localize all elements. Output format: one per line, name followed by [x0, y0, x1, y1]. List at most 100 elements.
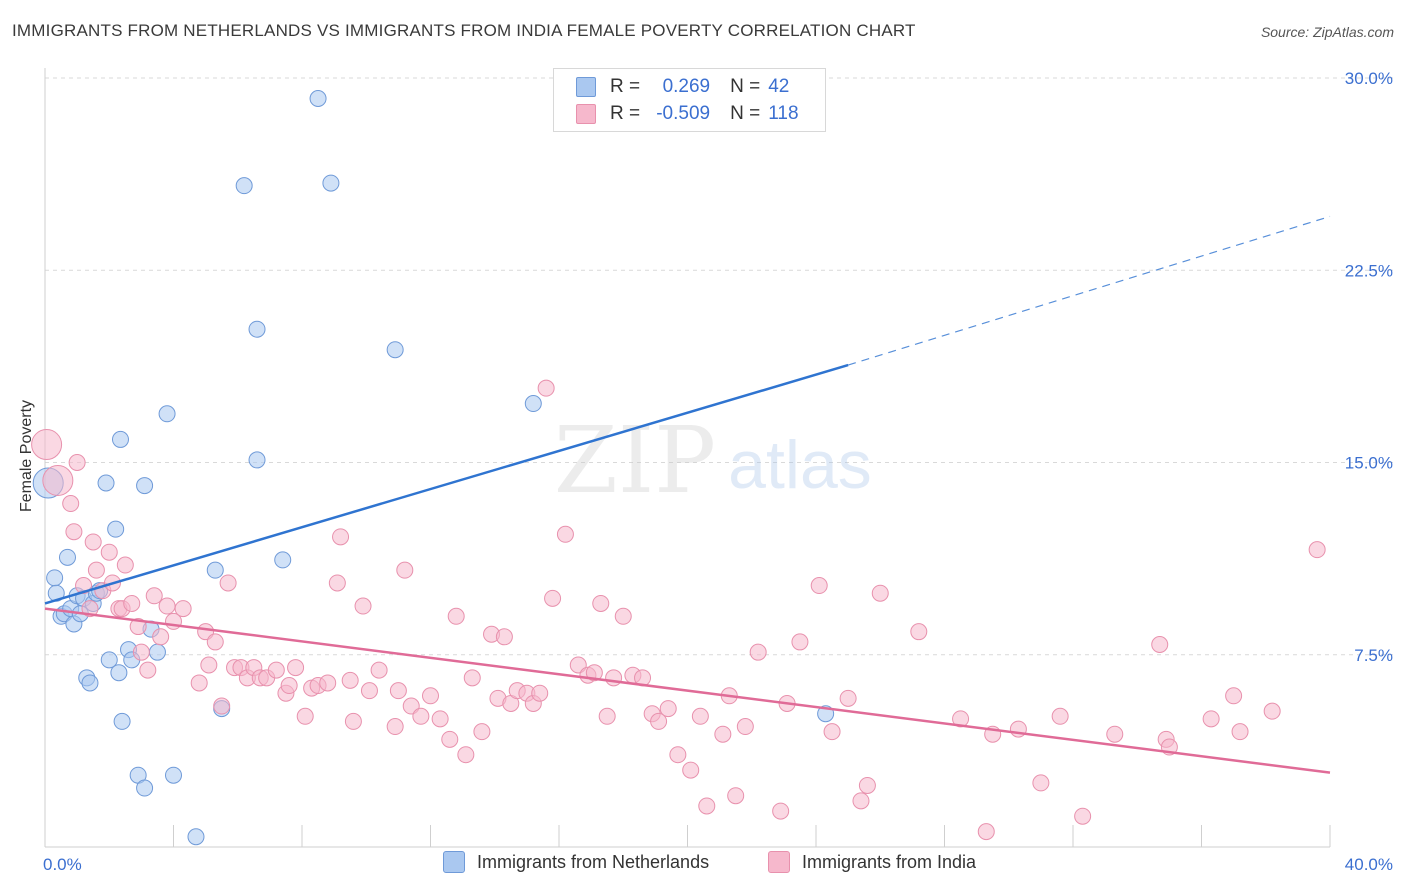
india-point — [190, 674, 208, 692]
x-tick-label: 0.0% — [43, 855, 82, 874]
netherlands-point — [248, 320, 266, 338]
india-point — [116, 556, 134, 574]
netherlands-point — [165, 766, 182, 784]
india-point — [200, 656, 218, 674]
r-value: 0.269 — [662, 76, 711, 97]
y-tick-label: 7.5% — [1354, 646, 1393, 665]
netherlands-point — [206, 561, 224, 579]
y-tick-label: 30.0% — [1345, 69, 1393, 88]
india-point — [1308, 541, 1326, 559]
india-point — [544, 589, 562, 607]
india-point — [62, 495, 80, 513]
legend-row-india: R = -0.509 N = 118 — [576, 102, 799, 126]
india-point — [727, 787, 745, 805]
netherlands-point — [113, 712, 131, 730]
y-axis-label: Female Poverty — [18, 399, 35, 513]
india-point — [531, 684, 549, 702]
y-tick-label: 22.5% — [1345, 261, 1393, 280]
india-point — [447, 607, 465, 625]
india-point — [280, 677, 298, 695]
india-point — [206, 633, 224, 651]
india-point — [389, 682, 407, 700]
netherlands-point — [107, 520, 125, 538]
trend-lines — [44, 215, 1331, 774]
india-point — [219, 574, 237, 592]
correlation-legend: R = 0.269 N = 42 R = -0.509 N = 118 — [553, 68, 826, 132]
india-point — [1225, 687, 1243, 705]
india-point — [810, 577, 828, 595]
india-point — [598, 707, 616, 725]
india-point — [87, 561, 105, 579]
india-point — [1231, 723, 1249, 741]
india-point — [412, 707, 430, 725]
netherlands-point — [248, 451, 266, 469]
india-point — [65, 523, 83, 541]
legend-item-netherlands[interactable]: Immigrants from Netherlands — [443, 851, 709, 873]
netherlands-point — [309, 90, 327, 108]
watermark: ZIP atlas — [554, 407, 872, 514]
n-label: N = — [730, 76, 761, 97]
chart-title: IMMIGRANTS FROM NETHERLANDS VS IMMIGRANT… — [12, 21, 916, 40]
india-point — [84, 533, 102, 551]
n-value: 42 — [768, 76, 790, 97]
india-point — [659, 700, 677, 718]
india-point — [823, 723, 841, 741]
india-point — [1032, 774, 1050, 792]
y-tick-label: 15.0% — [1345, 454, 1393, 473]
india-point — [537, 379, 555, 397]
netherlands-point — [158, 405, 176, 423]
watermark-zip: ZIP — [554, 407, 716, 514]
netherlands-point — [136, 779, 154, 797]
n-value: 118 — [768, 103, 799, 124]
india-point — [457, 746, 475, 764]
india-point — [698, 797, 716, 815]
netherlands-point — [111, 430, 129, 448]
india-point — [714, 725, 732, 743]
india-point — [749, 643, 767, 661]
india-point — [31, 429, 63, 461]
netherlands-point — [100, 651, 118, 669]
netherlands-legend-swatch — [443, 851, 465, 873]
india-point — [871, 584, 889, 602]
india-point — [858, 776, 876, 794]
india-point — [669, 746, 687, 764]
india-trendline — [44, 607, 1331, 774]
india-point — [852, 792, 870, 810]
india-point — [386, 718, 404, 736]
india-point — [1151, 635, 1169, 653]
india-point — [132, 643, 150, 661]
india-point — [1263, 702, 1281, 720]
india-point — [422, 687, 439, 705]
india-point — [341, 671, 359, 689]
india-point — [68, 454, 86, 471]
india-point — [952, 710, 970, 728]
data-points — [31, 90, 1326, 846]
india-point — [691, 707, 709, 725]
legend-item-india[interactable]: Immigrants from India — [768, 851, 976, 873]
india-point — [791, 633, 809, 651]
netherlands-point — [386, 341, 404, 359]
india-legend-label: Immigrants from India — [802, 851, 977, 872]
india-legend-swatch — [768, 851, 790, 873]
india-point — [42, 464, 74, 496]
india-point — [585, 664, 603, 682]
india-point — [370, 661, 388, 679]
india-point — [332, 528, 350, 546]
netherlands-point — [58, 548, 76, 566]
netherlands-trendline-extension — [847, 215, 1331, 366]
r-label: R = — [610, 76, 641, 97]
india-point — [650, 712, 668, 730]
netherlands-trendline — [44, 363, 849, 605]
series-legend: Immigrants from Netherlands Immigrants f… — [0, 851, 1406, 877]
r-value: -0.509 — [656, 103, 711, 124]
india-point — [1074, 807, 1092, 825]
india-point — [977, 823, 995, 841]
india-point — [145, 587, 163, 605]
netherlands-swatch — [576, 77, 596, 97]
legend-row-netherlands: R = 0.269 N = 42 — [576, 75, 789, 99]
india-point — [431, 710, 449, 728]
india-point — [360, 682, 378, 700]
india-point — [267, 661, 285, 679]
india-point — [123, 594, 141, 612]
watermark-atlas: atlas — [728, 427, 872, 503]
